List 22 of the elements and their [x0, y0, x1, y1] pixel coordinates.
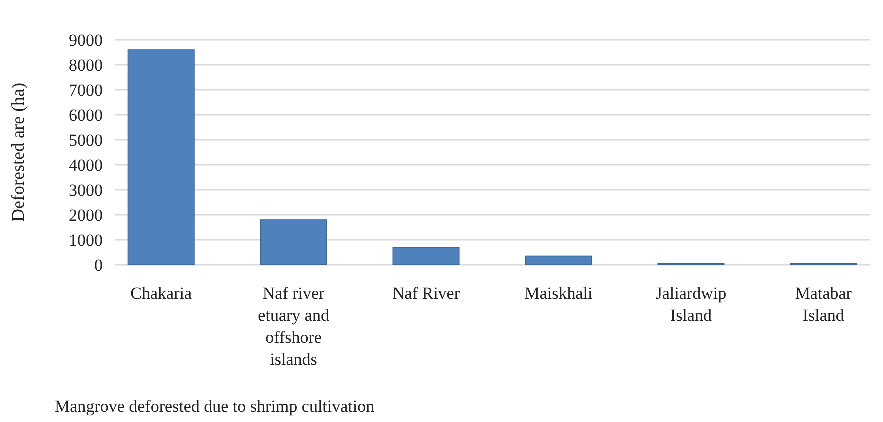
bar	[525, 256, 592, 266]
x-tick-label: Chakaria	[130, 284, 192, 303]
y-tick-label: 3000	[69, 180, 103, 200]
y-tick-label: 9000	[69, 30, 103, 50]
y-tick-label: 5000	[69, 130, 103, 150]
y-tick-label: 7000	[69, 80, 103, 100]
bar	[128, 50, 195, 266]
y-tick-label: 8000	[69, 56, 103, 75]
x-tick-label: Maiskhali	[524, 284, 593, 303]
y-tick-label: 2000	[69, 206, 103, 225]
y-tick-label: 0	[94, 256, 103, 275]
y-tick-label: 1000	[69, 230, 103, 250]
bar	[260, 220, 328, 266]
y-tick-label: 6000	[69, 106, 103, 125]
bar	[392, 247, 460, 266]
y-axis-title: Deforested are (ha)	[8, 83, 28, 222]
x-tick-label: Matabar Island	[795, 284, 852, 325]
x-tick-label: Naf River	[392, 284, 460, 303]
x-tick-label: Naf river etuary and offshore islands	[258, 284, 330, 369]
x-axis-title: Mangrove deforested due to shrimp cultivation	[55, 397, 376, 416]
y-tick-label: 4000	[69, 156, 103, 175]
x-tick-label: Jaliardwip Island	[656, 284, 727, 325]
